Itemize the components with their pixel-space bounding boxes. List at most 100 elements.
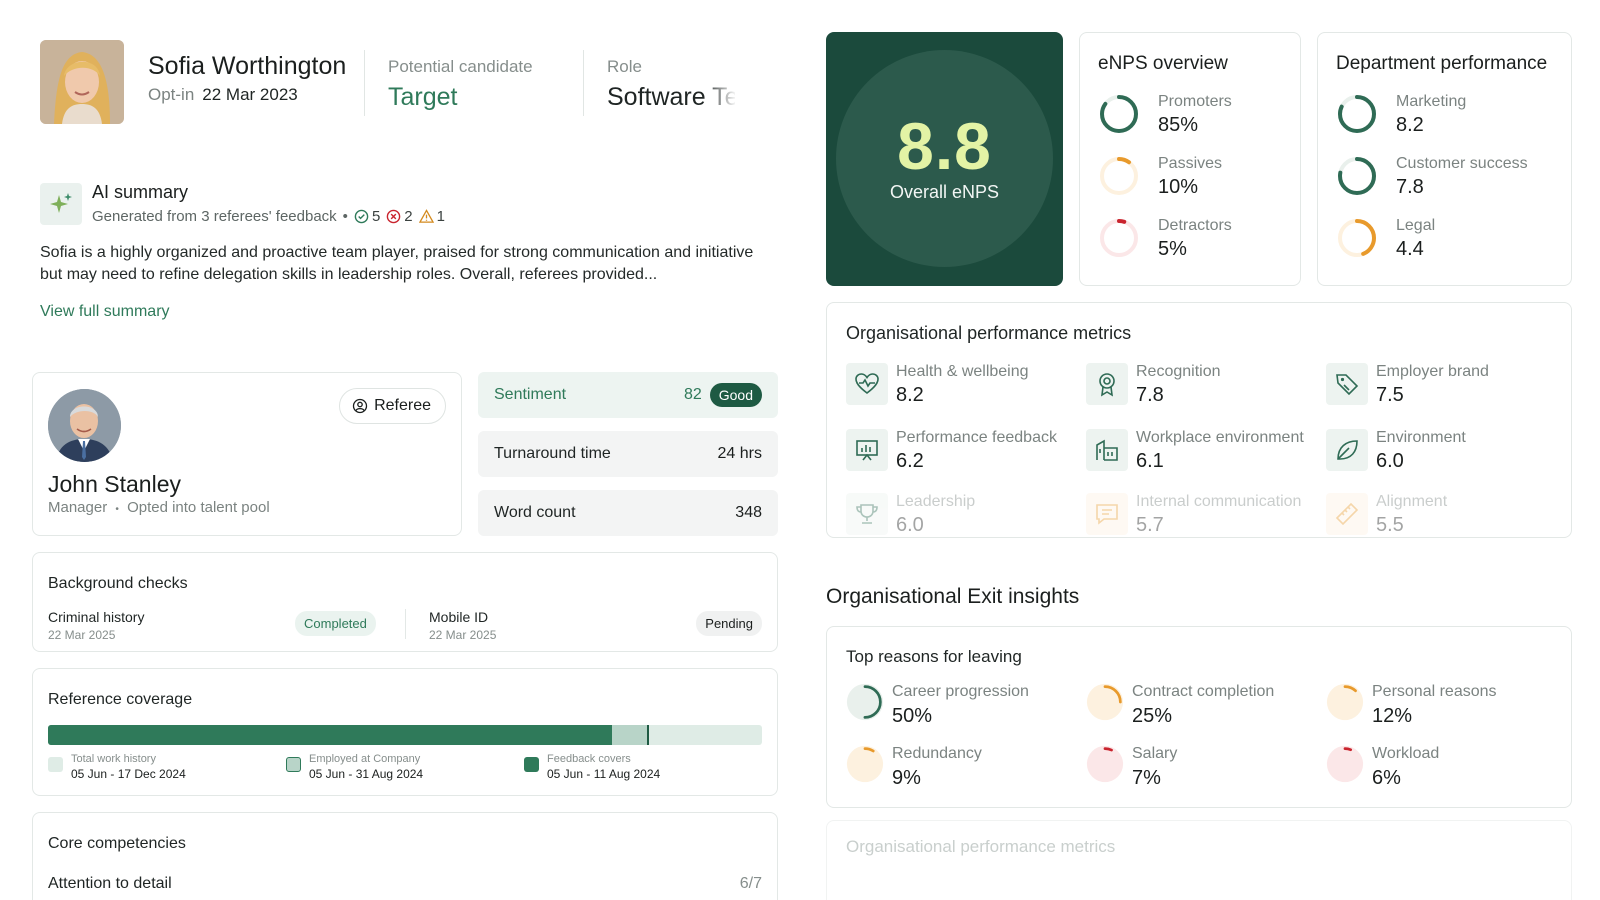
- header-divider: [364, 50, 365, 116]
- candidate-status-label: Potential candidate: [388, 57, 533, 76]
- department-value: 7.8: [1396, 176, 1424, 198]
- marketing-ring-icon: [1338, 95, 1376, 133]
- reason-label: Personal reasons: [1372, 683, 1497, 700]
- metric-value: 5.7: [1136, 514, 1164, 536]
- legend-label: Employed at Company: [309, 753, 421, 765]
- enps-circle: [836, 50, 1053, 267]
- bullet-separator: •: [115, 504, 119, 515]
- metric-label: Employer brand: [1376, 363, 1489, 380]
- legend-total-work-history: Total work history 05 Jun - 17 Dec 2024: [48, 753, 186, 781]
- legend-range: 05 Jun - 31 Aug 2024: [309, 767, 424, 781]
- ring-progress-arc: [1338, 157, 1376, 195]
- view-full-summary-link[interactable]: View full summary: [40, 303, 170, 320]
- coverage-feedback-segment: [48, 725, 613, 745]
- referee-card: Referee John Stanley Manager • Opted int…: [32, 372, 462, 536]
- reason-value: 7%: [1132, 767, 1161, 789]
- word-count-label: Word count: [494, 504, 576, 521]
- reason-label: Salary: [1132, 745, 1178, 762]
- contract-completion-ring-icon: [1086, 683, 1124, 721]
- metric-employer-brand: Employer brand 7.5: [1326, 363, 1489, 407]
- metric-alignment: Alignment 5.5: [1326, 493, 1447, 537]
- top-reasons-title: Top reasons for leaving: [846, 647, 1022, 666]
- legend-swatch: [48, 757, 63, 772]
- legend-feedback-covers: Feedback covers 05 Jun - 11 Aug 2024: [524, 753, 660, 781]
- referee-avatar: [48, 389, 121, 462]
- ai-summary-text: Sofia is a highly organized and proactiv…: [40, 244, 754, 283]
- sentiment-badge: Good: [709, 383, 762, 407]
- metric-leadership: Leadership 6.0: [846, 493, 975, 537]
- reason-label: Contract completion: [1132, 683, 1275, 700]
- check-item-criminal-history: Criminal history 22 Mar 2025: [48, 609, 144, 642]
- status-badge: Completed: [295, 611, 376, 636]
- enps-detractors: Detractors 5%: [1098, 217, 1232, 261]
- metric-internal-communication: Internal communication 5.7: [1086, 493, 1301, 537]
- enps-overview-title: eNPS overview: [1098, 53, 1228, 74]
- organisational-performance-title: Organisational performance metrics: [846, 837, 1116, 856]
- department-marketing: Marketing 8.2: [1336, 93, 1466, 137]
- check-date: 22 Mar 2025: [48, 628, 116, 642]
- check-name: Mobile ID: [429, 609, 489, 625]
- metric-value: 6.2: [896, 450, 924, 472]
- metric-label: Internal communication: [1136, 493, 1302, 510]
- organisational-performance-card-secondary: Organisational performance metrics: [826, 820, 1572, 900]
- ring-progress-arc: [1100, 219, 1138, 257]
- check-name: Criminal history: [48, 609, 145, 625]
- referee-name: John Stanley: [48, 471, 181, 497]
- check-date: 22 Mar 2025: [429, 628, 497, 642]
- reason-value: 25%: [1132, 705, 1173, 727]
- core-competencies-card: Core competencies Attention to detail 6/…: [32, 812, 778, 900]
- legend-employed: Employed at Company 05 Jun - 31 Aug 2024: [286, 753, 423, 781]
- negative-count: 2: [386, 208, 413, 225]
- metric-label: Workplace environment: [1136, 429, 1304, 446]
- department-label: Customer success: [1396, 155, 1528, 172]
- check-item-mobile-id: Mobile ID 22 Mar 2025: [429, 609, 496, 642]
- metric-recognition: Recognition 7.8: [1086, 363, 1221, 407]
- enps-overview-card: eNPS overview Promoters 85% Passives 10% D…: [1079, 32, 1301, 286]
- candidate-status-value: Target: [388, 83, 458, 111]
- optin-info: Opt-in 22 Mar 2023: [148, 85, 298, 105]
- reason-workload: Workload 6%: [1326, 745, 1439, 790]
- enps-promoters: Promoters 85%: [1098, 93, 1232, 137]
- referee-role: Manager • Opted into talent pool: [48, 499, 270, 516]
- header-divider: [583, 50, 584, 116]
- candidate-name: Sofia Worthington: [148, 52, 347, 80]
- metric-environment: Environment 6.0: [1326, 429, 1466, 473]
- legal-ring-icon: [1338, 219, 1376, 257]
- ring-progress-arc: [1100, 157, 1138, 195]
- reason-label: Career progression: [892, 683, 1029, 700]
- department-performance-title: Department performance: [1336, 53, 1548, 74]
- overall-enps-card: 8.8 Overall eNPS: [826, 32, 1063, 286]
- reason-salary: Salary 7%: [1086, 745, 1177, 790]
- customer-success-ring-icon: [1338, 157, 1376, 195]
- x-circle-icon: [386, 209, 401, 224]
- metric-workplace-environment: Workplace environment 6.1: [1086, 429, 1304, 473]
- top-reasons-card: Top reasons for leaving Career progressi…: [826, 626, 1572, 808]
- leaf-icon: [1326, 429, 1368, 471]
- reason-personal-reasons: Personal reasons 12%: [1326, 683, 1497, 728]
- sentiment-label: Sentiment: [494, 386, 567, 403]
- metric-performance-feedback: Performance feedback 6.2: [846, 429, 1057, 473]
- redundancy-ring-icon: [846, 745, 884, 783]
- legend-range: 05 Jun - 17 Dec 2024: [71, 767, 186, 781]
- department-value: 8.2: [1396, 114, 1424, 136]
- metric-value: 6.1: [1136, 450, 1164, 472]
- workload-ring-icon: [1326, 745, 1364, 783]
- reason-value: 50%: [892, 705, 933, 727]
- optin-date: 22 Mar 2023: [202, 85, 298, 104]
- legend-label: Total work history: [71, 753, 156, 765]
- warning-triangle-icon: [418, 209, 434, 223]
- metric-value: 85%: [1158, 114, 1199, 136]
- reason-contract-completion: Contract completion 25%: [1086, 683, 1274, 728]
- referee-title: Manager: [48, 499, 108, 516]
- metric-health-wellbeing: Health & wellbeing 8.2: [846, 363, 1029, 407]
- background-checks-title: Background checks: [48, 575, 188, 592]
- metric-label: Detractors: [1158, 217, 1232, 234]
- department-label: Legal: [1396, 217, 1436, 234]
- coverage-bar: [48, 725, 762, 745]
- referee-button[interactable]: Referee: [339, 388, 446, 424]
- presentation-chart-icon: [846, 429, 888, 471]
- promoters-ring-icon: [1100, 95, 1138, 133]
- candidate-avatar: [40, 40, 124, 124]
- word-count-stat: Word count 348: [478, 490, 778, 536]
- negative-count-value: 2: [404, 208, 413, 225]
